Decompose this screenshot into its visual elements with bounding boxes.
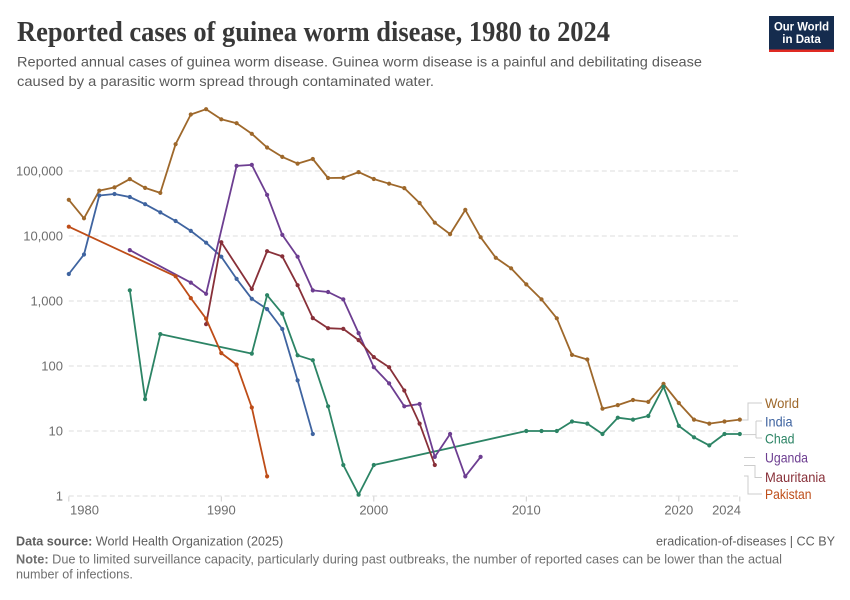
svg-text:Pakistan: Pakistan <box>765 486 812 502</box>
svg-text:eradication-of-diseases | CC B: eradication-of-diseases | CC BY <box>656 535 836 549</box>
svg-text:100: 100 <box>41 358 63 373</box>
svg-text:Chad: Chad <box>765 430 795 446</box>
svg-text:2024: 2024 <box>712 503 741 518</box>
svg-text:Data source: World Health Orga: Data source: World Health Organization (… <box>16 535 283 549</box>
svg-text:1: 1 <box>56 488 63 503</box>
svg-text:in Data: in Data <box>782 32 821 46</box>
svg-text:number of infections.: number of infections. <box>16 568 133 582</box>
svg-text:India: India <box>765 414 793 430</box>
svg-text:World: World <box>765 395 799 411</box>
svg-text:2000: 2000 <box>359 503 388 518</box>
svg-text:1,000: 1,000 <box>30 293 63 308</box>
svg-text:2010: 2010 <box>512 503 541 518</box>
svg-text:Mauritania: Mauritania <box>765 469 826 485</box>
svg-text:Uganda: Uganda <box>765 450 808 466</box>
svg-text:1980: 1980 <box>70 503 99 518</box>
svg-text:1990: 1990 <box>207 503 236 518</box>
svg-text:Reported annual cases of guine: Reported annual cases of guinea worm dis… <box>17 54 702 70</box>
svg-text:10,000: 10,000 <box>23 228 63 243</box>
svg-text:Note: Due to limited surveilla: Note: Due to limited surveillance capaci… <box>16 553 782 567</box>
svg-text:Our World: Our World <box>774 20 829 34</box>
svg-text:Reported cases of guinea worm: Reported cases of guinea worm disease, 1… <box>17 17 610 48</box>
svg-text:caused by a parasitic worm spr: caused by a parasitic worm spread throug… <box>17 73 434 89</box>
svg-text:100,000: 100,000 <box>16 163 63 178</box>
svg-text:2020: 2020 <box>664 503 693 518</box>
svg-text:10: 10 <box>49 423 63 438</box>
